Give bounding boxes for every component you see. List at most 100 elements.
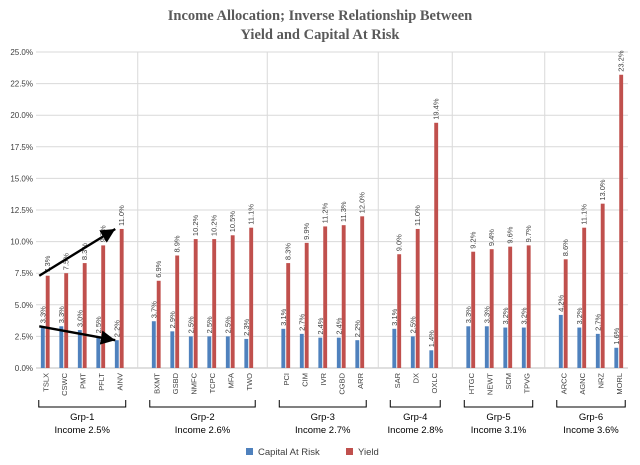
y-tick-label: 0.0% (15, 364, 33, 373)
x-tick-label: PFLT (97, 373, 106, 391)
data-labels: 3.3% 7.3% 3.3% 7.5% 3.0% 8.3% 2.5% 9.7% 2.2% 11.0… (38, 50, 625, 347)
capital-bar (281, 328, 286, 368)
y-tick-label: 7.5% (15, 269, 33, 278)
yield-data-label: 23.2% (617, 50, 626, 72)
gridlines (36, 51, 628, 369)
yield-data-label: 9.2% (469, 231, 478, 248)
yield-data-label: 7.3% (43, 255, 52, 272)
capital-data-label: 2.5% (223, 316, 232, 333)
yield-data-label: 10.2% (191, 214, 200, 236)
yield-bar (563, 259, 568, 368)
yield-data-label: 11.1% (247, 204, 256, 225)
group-brackets: Grp-1 Income 2.5% Grp-2 Income 2.6% Grp-3 Inc… (38, 400, 626, 436)
y-tick-label: 5.0% (15, 301, 33, 310)
trend-arrows (38, 227, 116, 345)
capital-bar (614, 347, 619, 368)
x-tick-label: CSWC (60, 372, 69, 395)
x-tick-label: NMFC (189, 372, 198, 394)
yield-bar (230, 235, 235, 368)
x-axis-category-labels: TSLX CSWC PMT PFLT AINV BXMT GSBD NMFC TCPC MFA TW… (41, 372, 624, 396)
x-tick-label: PMT (78, 373, 87, 389)
group-name-label: Grp-4 (403, 412, 427, 423)
capital-data-label: 1.6% (612, 327, 621, 344)
capital-bar (410, 336, 415, 368)
yield-data-label: 9.4% (487, 229, 496, 246)
y-tick-label: 12.5% (10, 206, 33, 215)
capital-data-label: 3.2% (575, 307, 584, 324)
yield-bar (286, 263, 291, 368)
yield-data-label: 8.3% (284, 243, 293, 260)
chart-title-line-2: Yield and Capital At Risk (241, 27, 401, 43)
x-tick-label: TSLX (41, 373, 50, 392)
capital-data-label: 3.2% (501, 307, 510, 324)
capital-bar (207, 336, 212, 368)
capital-bar (484, 326, 489, 368)
yield-bar (526, 245, 531, 368)
capital-bar (244, 338, 249, 368)
x-tick-label: DX (411, 373, 420, 383)
x-tick-label: AINV (115, 373, 124, 391)
legend-swatch-yield (346, 448, 353, 455)
x-tick-label: CGBD (337, 372, 346, 394)
yield-bar (193, 239, 198, 368)
x-tick-label: ARCC (559, 372, 568, 394)
x-tick-label: MFA (226, 373, 235, 388)
y-tick-label: 25.0% (10, 48, 33, 57)
capital-bar (392, 328, 397, 368)
x-tick-label: OXLC (430, 372, 439, 393)
group-bracket (463, 400, 534, 408)
capital-bar (577, 327, 582, 368)
capital-bar (503, 327, 508, 368)
capital-bar (96, 336, 101, 368)
group-bracket (149, 400, 256, 408)
capital-data-label: 2.9% (168, 311, 177, 328)
capital-bar (225, 336, 230, 368)
capital-data-label: 2.2% (112, 320, 121, 337)
capital-bar (558, 314, 563, 368)
yield-bar (82, 263, 87, 368)
group-income-label: Income 2.6% (175, 425, 231, 436)
group-name-label: Grp-3 (311, 412, 335, 423)
capital-data-label: 3.3% (464, 306, 473, 323)
yield-data-label: 11.0% (117, 205, 126, 226)
yield-data-label: 9.7% (524, 225, 533, 242)
x-tick-label: BXMT (152, 373, 161, 394)
capital-bar (318, 337, 323, 368)
yield-bar (175, 255, 180, 368)
yield-bar (341, 225, 346, 368)
yield-bar (45, 275, 50, 368)
group-bracket (556, 400, 626, 408)
legend-label-yield: Yield (358, 447, 379, 458)
trend-arrow (38, 227, 116, 277)
x-tick-label: CIM (300, 373, 309, 387)
capital-bar (40, 326, 45, 368)
y-tick-label: 17.5% (10, 143, 33, 152)
legend: Capital At Risk Yield (246, 447, 379, 458)
x-tick-label: TCPC (208, 372, 217, 393)
x-tick-label: TWO (245, 373, 254, 391)
capital-data-label: 3.1% (279, 308, 288, 325)
x-tick-label: NEWT (485, 373, 494, 395)
bars (40, 74, 624, 368)
capital-data-label: 2.5% (186, 316, 195, 333)
y-tick-label: 10.0% (10, 238, 33, 247)
yield-data-label: 13.0% (598, 179, 607, 201)
yield-data-label: 11.1% (580, 204, 589, 225)
capital-data-label: 2.5% (94, 316, 103, 333)
y-tick-label: 22.5% (10, 80, 33, 89)
yield-bar (397, 254, 402, 368)
group-income-label: Income 3.6% (563, 425, 619, 436)
capital-data-label: 2.7% (297, 313, 306, 330)
yield-bar (64, 273, 69, 368)
capital-data-label: 1.4% (427, 330, 436, 347)
yield-bar (119, 228, 124, 368)
group-name-label: Grp-6 (579, 412, 603, 423)
yield-bar (471, 251, 476, 368)
yield-bar (101, 245, 106, 368)
group-income-label: Income 2.7% (295, 425, 351, 436)
capital-data-label: 3.0% (75, 310, 84, 327)
yield-data-label: 11.2% (321, 202, 330, 223)
yield-bar (249, 227, 254, 368)
capital-data-label: 2.2% (353, 320, 362, 337)
yield-data-label: 9.0% (395, 234, 404, 251)
